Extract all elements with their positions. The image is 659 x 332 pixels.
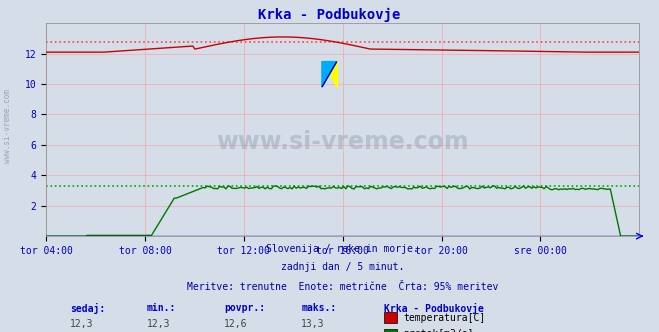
Text: www.si-vreme.com: www.si-vreme.com <box>216 130 469 154</box>
Polygon shape <box>322 61 337 87</box>
Text: 13,3: 13,3 <box>301 319 325 329</box>
Text: Krka - Podbukovje: Krka - Podbukovje <box>384 303 484 314</box>
Text: Slovenija / reke in morje.: Slovenija / reke in morje. <box>266 244 419 254</box>
Text: pretok[m3/s]: pretok[m3/s] <box>403 329 474 332</box>
Text: sedaj:: sedaj: <box>70 303 105 314</box>
Text: Krka - Podbukovje: Krka - Podbukovje <box>258 8 401 23</box>
Polygon shape <box>322 61 337 87</box>
Text: maks.:: maks.: <box>301 303 336 313</box>
FancyBboxPatch shape <box>384 312 397 323</box>
Text: povpr.:: povpr.: <box>224 303 265 313</box>
Text: 12,6: 12,6 <box>224 319 248 329</box>
Text: zadnji dan / 5 minut.: zadnji dan / 5 minut. <box>281 262 405 272</box>
Polygon shape <box>322 61 337 87</box>
Text: 12,3: 12,3 <box>147 319 171 329</box>
Text: Meritve: trenutne  Enote: metrične  Črta: 95% meritev: Meritve: trenutne Enote: metrične Črta: … <box>187 283 498 292</box>
Text: 12,3: 12,3 <box>70 319 94 329</box>
Text: temperatura[C]: temperatura[C] <box>403 312 486 323</box>
FancyBboxPatch shape <box>384 329 397 332</box>
Text: min.:: min.: <box>147 303 177 313</box>
Text: www.si-vreme.com: www.si-vreme.com <box>3 89 13 163</box>
